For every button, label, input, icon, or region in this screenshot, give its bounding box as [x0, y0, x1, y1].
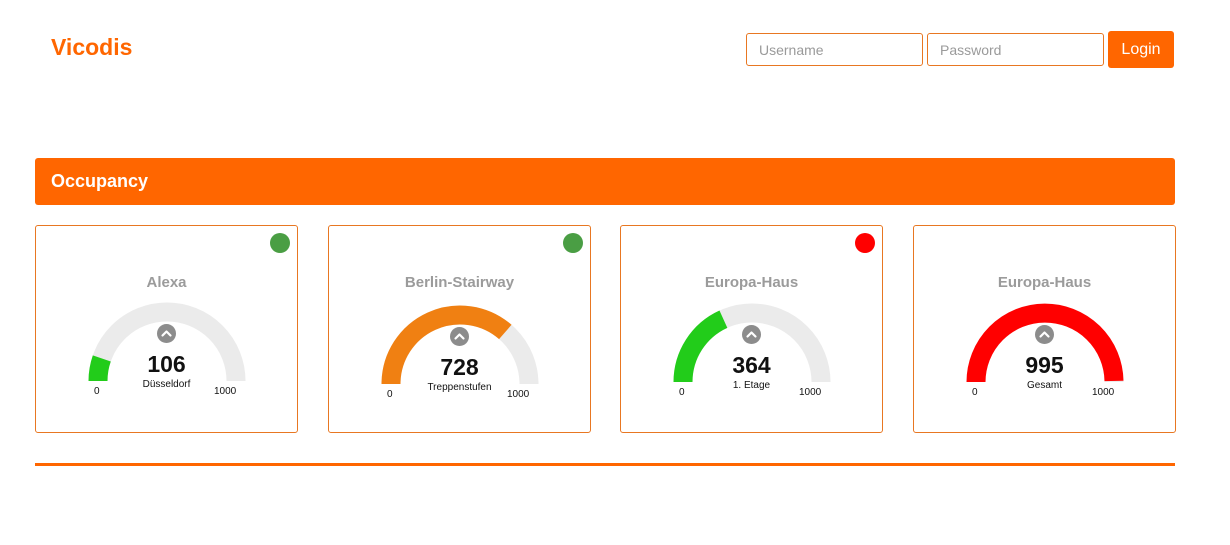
username-input[interactable]: [746, 33, 923, 66]
gauge-subtitle: Düsseldorf: [142, 379, 191, 390]
gauge-value: 364: [732, 352, 771, 378]
chevron-up-icon[interactable]: [1035, 325, 1054, 344]
brand-logo[interactable]: Vicodis: [51, 34, 133, 60]
gauge-subtitle: Treppenstufen: [427, 382, 492, 393]
status-indicator-green: [563, 233, 583, 253]
gauge-value: 106: [147, 351, 186, 377]
card-title: Berlin-Stairway: [404, 274, 515, 291]
chevron-up-icon[interactable]: [157, 324, 176, 343]
gauge-value: 995: [1025, 352, 1064, 378]
gauge-chart: [966, 303, 1124, 383]
footer-divider: [35, 463, 1175, 466]
gauge-value-arc: [381, 305, 512, 385]
gauge-max-label: 1000: [799, 387, 822, 398]
gauge-card-list: Alexa 106 Düsseldorf 0 1000 Berlin-Stairway 7…: [35, 225, 1176, 433]
gauge-subtitle: Gesamt: [1026, 380, 1062, 391]
gauge-chart: [88, 302, 246, 382]
card-title: Alexa: [146, 274, 187, 291]
gauge-min-label: 0: [387, 389, 393, 400]
gauge-card[interactable]: Europa-Haus 364 1. Etage 0 1000: [620, 225, 883, 433]
card-title: Europa-Haus: [997, 274, 1092, 291]
chevron-up-icon[interactable]: [450, 327, 469, 346]
gauge-track: [88, 302, 246, 382]
gauge-value-arc: [673, 310, 728, 383]
gauge-max-label: 1000: [214, 386, 237, 397]
gauge-card[interactable]: Berlin-Stairway 728 Treppenstufen 0 1000: [328, 225, 591, 433]
section-title: Occupancy: [51, 171, 149, 191]
gauge-min-label: 0: [972, 387, 978, 398]
section-header-occupancy: Occupancy: [35, 158, 1175, 205]
status-indicator-green: [270, 233, 290, 253]
chevron-up-icon[interactable]: [742, 325, 761, 344]
card-title: Europa-Haus: [704, 274, 799, 291]
gauge-card[interactable]: Europa-Haus 995 Gesamt 0 1000: [913, 225, 1176, 433]
password-input[interactable]: [927, 33, 1104, 66]
gauge-subtitle: 1. Etage: [732, 380, 771, 391]
gauge-value-arc: [966, 303, 1124, 383]
gauge-value: 728: [440, 354, 479, 380]
gauge-card[interactable]: Alexa 106 Düsseldorf 0 1000: [35, 225, 298, 433]
status-indicator-red: [855, 233, 875, 253]
gauge-max-label: 1000: [507, 389, 530, 400]
gauge-chart: [673, 303, 831, 383]
gauge-chart: [381, 305, 539, 385]
gauge-min-label: 0: [94, 386, 100, 397]
gauge-min-label: 0: [679, 387, 685, 398]
gauge-max-label: 1000: [1092, 387, 1115, 398]
gauge-value-arc: [88, 355, 111, 382]
login-button[interactable]: Login: [1108, 31, 1174, 68]
